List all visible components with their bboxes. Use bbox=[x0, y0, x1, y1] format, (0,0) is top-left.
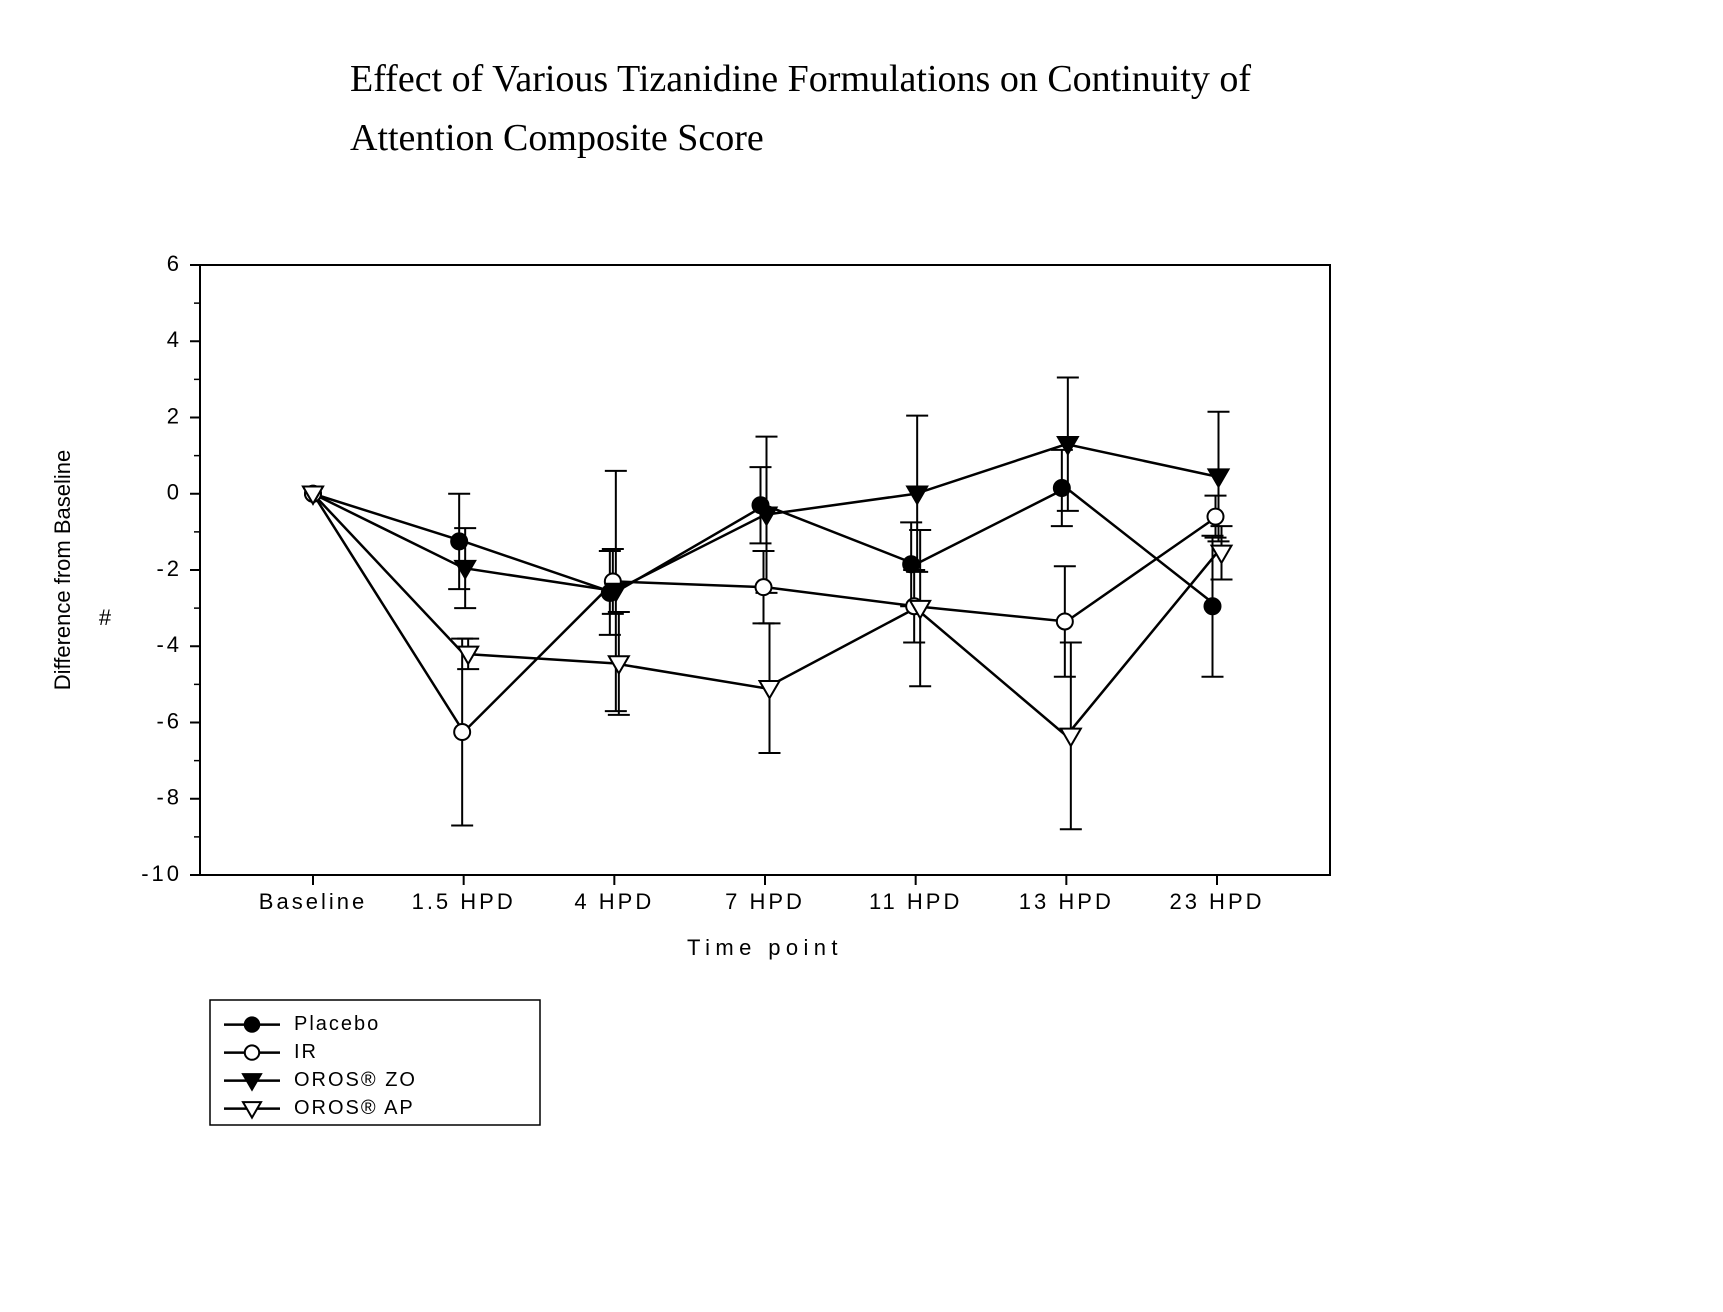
svg-text:Time point: Time point bbox=[687, 935, 843, 960]
svg-text:-2: -2 bbox=[156, 556, 182, 581]
svg-text:Baseline: Baseline bbox=[259, 889, 367, 914]
svg-text:Difference from Baseline: Difference from Baseline bbox=[50, 450, 75, 691]
svg-text:23 HPD: 23 HPD bbox=[1169, 889, 1264, 914]
svg-text:-10: -10 bbox=[141, 861, 182, 886]
svg-text:2: 2 bbox=[167, 403, 182, 428]
chart-title-line2: Attention Composite Score bbox=[350, 117, 764, 159]
svg-text:6: 6 bbox=[167, 251, 182, 276]
legend: Placebo IR OROS® ZO OROS® AP bbox=[210, 1000, 540, 1125]
svg-text:-4: -4 bbox=[156, 632, 182, 657]
svg-text:#: # bbox=[99, 605, 112, 630]
svg-text:IR: IR bbox=[294, 1041, 318, 1063]
svg-text:Placebo: Placebo bbox=[294, 1013, 380, 1035]
chart-title: Effect of Various Tizanidine Formulation… bbox=[350, 50, 1670, 168]
svg-text:-6: -6 bbox=[156, 708, 182, 733]
svg-text:4 HPD: 4 HPD bbox=[574, 889, 654, 914]
svg-text:4: 4 bbox=[167, 327, 182, 352]
svg-text:7 HPD: 7 HPD bbox=[725, 889, 805, 914]
chart-svg: -10 -8 -6 -4 -2 0 2 4 6 Baseline 1.5 HPD 4 HPD 7 HPD… bbox=[0, 0, 1723, 1312]
svg-text:0: 0 bbox=[167, 480, 182, 505]
svg-text:OROS® AP: OROS® AP bbox=[294, 1097, 415, 1119]
svg-text:11 HPD: 11 HPD bbox=[869, 889, 962, 914]
svg-text:13 HPD: 13 HPD bbox=[1019, 889, 1114, 914]
svg-text:OROS® ZO: OROS® ZO bbox=[294, 1069, 417, 1091]
svg-text:-8: -8 bbox=[156, 785, 182, 810]
chart-title-line1: Effect of Various Tizanidine Formulation… bbox=[350, 58, 1251, 100]
svg-text:1.5 HPD: 1.5 HPD bbox=[412, 889, 516, 914]
